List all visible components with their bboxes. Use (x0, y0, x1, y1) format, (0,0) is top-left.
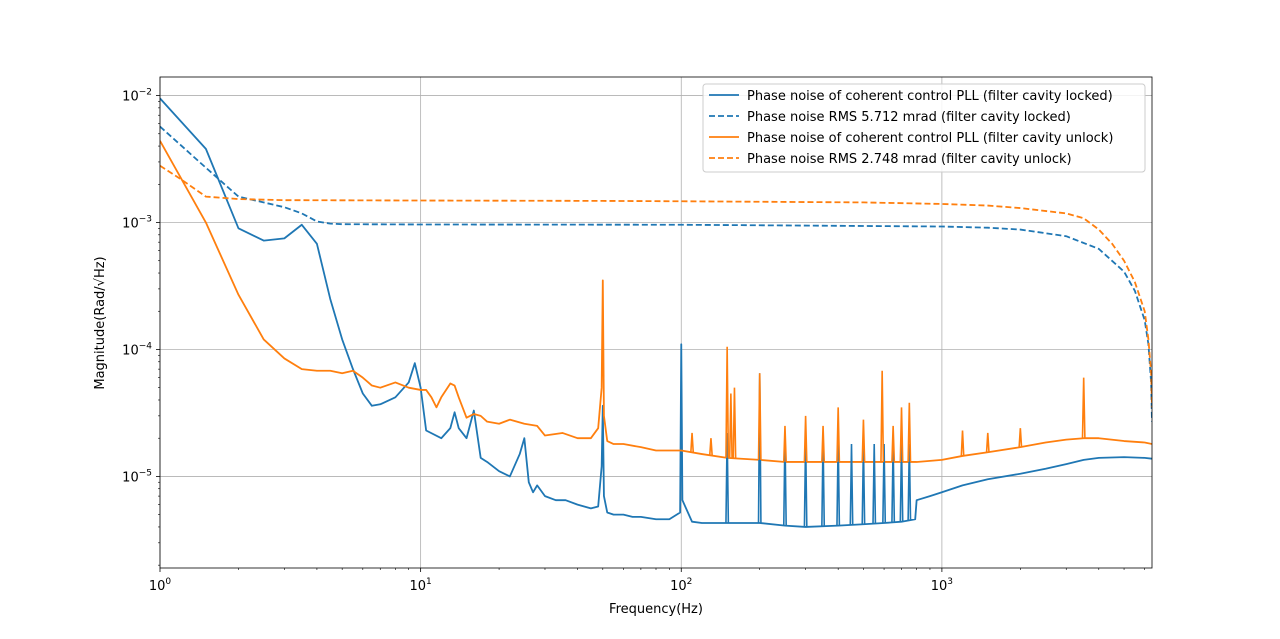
legend-label-0: Phase noise of coherent control PLL (fil… (747, 89, 1113, 104)
series-spike (960, 430, 965, 456)
series-spike (803, 415, 808, 462)
legend-label-1: Phase noise RMS 5.712 mrad (filter cavit… (747, 110, 1071, 125)
x-tick-label: 103 (931, 577, 953, 594)
legend-box (702, 83, 1146, 173)
y-tick-label: 10−2 (122, 88, 152, 105)
series-spike (725, 346, 730, 458)
series-spike (891, 425, 896, 462)
x-tick-label: 100 (149, 577, 172, 594)
series-line-1 (160, 125, 1152, 422)
series-spike (1081, 377, 1086, 439)
series-spike (782, 425, 787, 462)
series-spike (708, 438, 713, 456)
legend: Phase noise of coherent control PLL (fil… (702, 83, 1146, 173)
y-tick-label: 10−4 (122, 341, 152, 358)
legend-label-3: Phase noise RMS 2.748 mrad (filter cavit… (747, 152, 1072, 167)
series-spike (880, 370, 885, 462)
series-spike (907, 444, 912, 521)
x-axis-label: Frequency(Hz) (609, 602, 703, 617)
series-spike (907, 402, 912, 462)
x-tick-label: 102 (670, 577, 692, 594)
series-spike (899, 444, 904, 522)
axis-ticks: 100 101 102 103 10−5 10−4 10−3 10−2 (122, 88, 1145, 594)
series-spike (821, 425, 826, 462)
series-line-0 (160, 97, 1152, 528)
series-line-3 (160, 164, 1152, 408)
series-spike (861, 419, 866, 462)
y-tick-label: 10−3 (122, 215, 152, 232)
series-spike (728, 393, 733, 459)
series-spike (690, 432, 695, 453)
series-spike (872, 444, 877, 524)
x-tick-label: 101 (409, 577, 431, 594)
series-spike (725, 432, 730, 523)
series-line-2 (160, 140, 1152, 463)
series-spike (1018, 428, 1023, 448)
series-spike (849, 444, 854, 525)
series-spike (732, 387, 737, 459)
y-axis-label: Magnitude(Rad/√Hz) (93, 256, 108, 389)
series-spike (836, 407, 841, 462)
series-spike (899, 407, 904, 462)
legend-label-2: Phase noise of coherent control PLL (fil… (747, 131, 1113, 146)
y-tick-label: 10−5 (122, 468, 152, 485)
series-spike (985, 432, 990, 453)
series-spike (757, 373, 762, 460)
series-spike (882, 444, 887, 523)
series-layer (160, 97, 1152, 528)
